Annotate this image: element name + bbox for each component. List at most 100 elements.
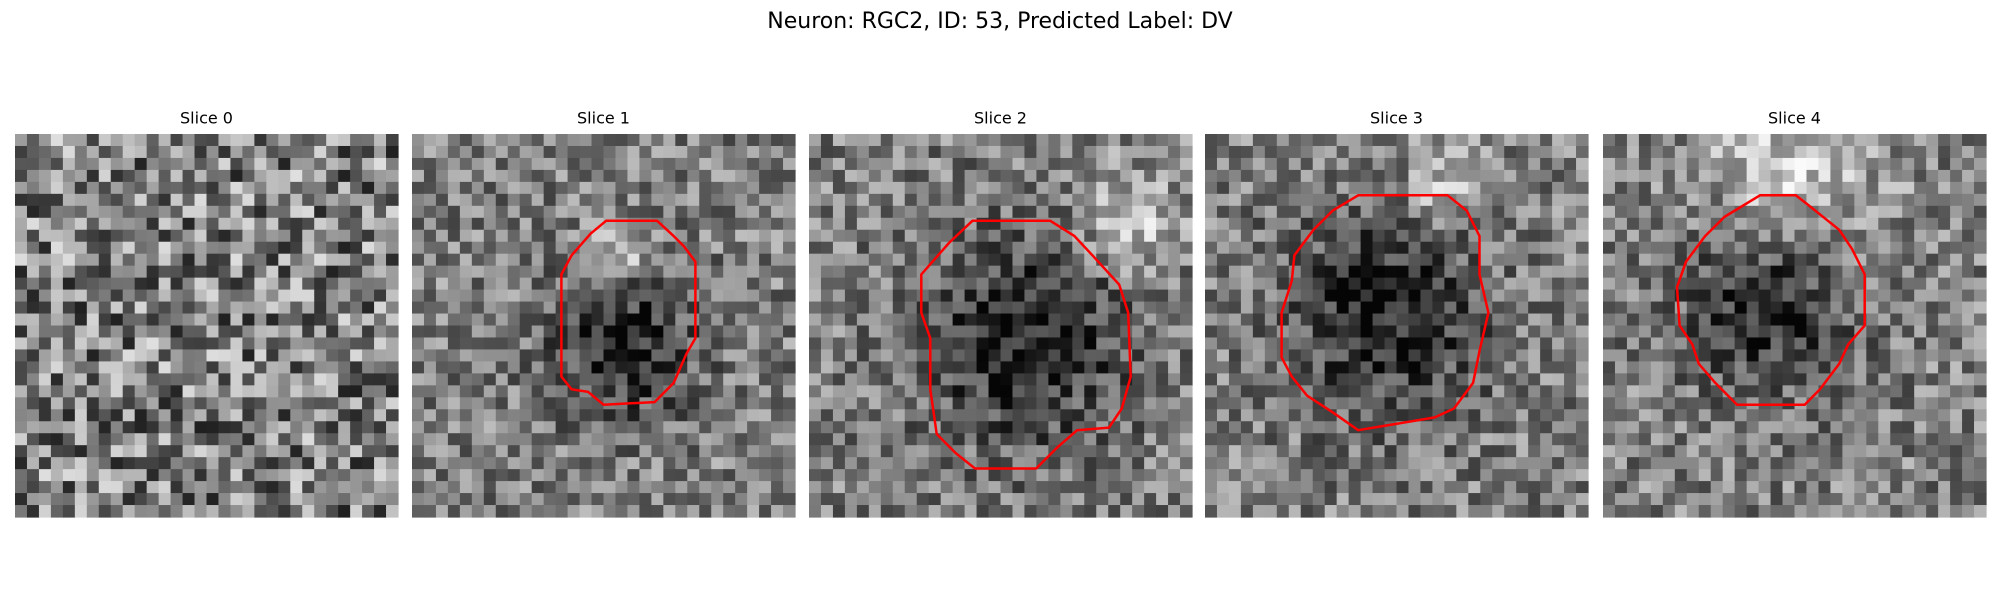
pixel [988,421,1002,434]
pixel [1072,457,1085,470]
pixel [1444,289,1457,303]
pixel [1962,145,1975,159]
pixel [134,349,148,363]
pixel [952,433,966,446]
pixel [904,313,918,327]
pixel [50,409,64,422]
pixel [326,169,339,183]
pixel [591,469,605,482]
pixel [615,134,629,147]
pixel [447,169,461,183]
pixel [1902,229,1915,243]
pixel [1000,277,1014,291]
pixel [459,397,473,410]
pixel [423,445,437,458]
pixel [1336,277,1350,291]
pixel [158,193,172,207]
pixel [98,313,112,327]
pixel [579,433,593,446]
pixel [783,313,796,327]
pixel [820,241,834,255]
pixel [1180,349,1193,363]
pixel [615,421,629,434]
pixel [1336,505,1350,518]
pixel [1336,289,1350,303]
pixel [519,253,533,267]
pixel [663,229,676,243]
pixel [1228,493,1242,506]
pixel [1974,289,1987,303]
pixel [1324,193,1338,207]
pixel [1480,493,1493,506]
pixel [471,397,485,410]
pixel [158,265,172,279]
pixel [531,253,545,267]
pixel [1420,421,1434,434]
pixel [1205,229,1218,243]
pixel [964,157,978,171]
pixel [1132,397,1145,410]
pixel [86,481,100,494]
pixel [507,505,521,518]
pixel [519,481,533,494]
pixel [892,493,906,506]
pixel [1060,397,1073,410]
pixel [844,229,858,243]
pixel [928,325,942,339]
pixel [1794,313,1808,327]
pixel [1902,265,1915,279]
pixel [940,349,954,363]
pixel [832,481,846,494]
pixel [86,373,100,386]
pixel [1132,157,1145,171]
pixel [639,193,652,207]
pixel [134,505,148,518]
pixel [1950,157,1963,171]
pixel [832,265,846,279]
pixel [350,193,363,207]
pixel [471,134,485,147]
pixel [1384,481,1398,494]
pixel [447,325,461,339]
pixel [1722,229,1736,243]
pixel [904,505,918,518]
pixel [1216,229,1230,243]
pixel [964,409,978,422]
pixel [1168,277,1181,291]
pixel [1000,349,1014,363]
pixel [783,397,796,410]
pixel [1216,217,1230,231]
pixel [627,361,641,374]
pixel [880,445,894,458]
pixel [1144,145,1157,159]
pixel [1914,134,1927,147]
pixel [495,421,509,434]
pixel [1384,385,1398,398]
pixel [1432,265,1445,279]
pixel [1830,445,1843,458]
pixel [1156,337,1169,351]
pixel [543,385,557,398]
pixel [1842,193,1855,207]
pixel [1674,241,1688,255]
pixel [1168,253,1181,267]
pixel [1228,325,1242,339]
pixel [735,373,748,386]
pixel [507,229,521,243]
pixel [459,373,473,386]
pixel [122,145,136,159]
pixel [1300,301,1314,315]
pixel [1492,445,1505,458]
pixel [735,421,748,434]
pixel [338,385,351,398]
pixel [916,481,930,494]
pixel [1794,325,1808,339]
pixel [916,157,930,171]
pixel [627,301,641,315]
pixel [1012,457,1026,470]
pixel [1504,505,1517,518]
pixel [1758,337,1772,351]
pixel [1746,145,1760,159]
pixel [1312,433,1326,446]
pixel [809,313,822,327]
